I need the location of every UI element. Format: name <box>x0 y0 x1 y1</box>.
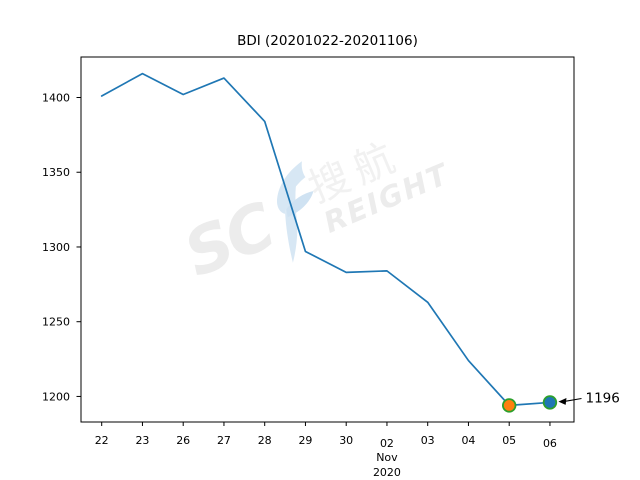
axes-layer: 1400 1350 1300 1250 1200 22 23 26 27 28 29 30 02 03 04… <box>42 56 575 479</box>
x-tick-label: 05 <box>502 434 516 447</box>
x-tick-label: 23 <box>135 434 149 447</box>
y-tick-label: 1300 <box>42 241 70 254</box>
x-tick-label: 28 <box>258 434 272 447</box>
x-tick-label: 30 <box>339 434 353 447</box>
y-tick-label: 1350 <box>42 166 70 179</box>
x-axis-month-label: Nov <box>376 451 398 464</box>
annotation-label: 1196 <box>586 391 620 407</box>
marker-layer <box>502 395 558 413</box>
x-tick-label: 06 <box>543 437 557 450</box>
latest-point-marker <box>542 395 558 410</box>
axes-spines <box>80 56 575 423</box>
x-tick-label: 04 <box>461 434 475 447</box>
bdi-line-series <box>100 72 551 407</box>
x-tick-label: 27 <box>217 434 231 447</box>
annotation-arrow-line <box>564 397 582 402</box>
x-tick-label: 29 <box>298 434 312 447</box>
x-tick-label: 22 <box>95 434 109 447</box>
y-tick-label: 1250 <box>42 316 70 329</box>
x-tick-label: 26 <box>176 434 190 447</box>
y-tick-label: 1400 <box>42 92 70 105</box>
x-tick-label: 03 <box>421 434 435 447</box>
annotation-1196: 1196 <box>558 391 620 407</box>
annotation-arrowhead-icon <box>558 398 567 405</box>
chart-title: BDI (20201022-20201106) <box>237 33 418 49</box>
lowest-point-marker <box>502 398 517 413</box>
x-axis-year-label: 2020 <box>373 466 401 479</box>
y-tick-label: 1200 <box>42 390 70 403</box>
x-tick-label: 02 <box>380 437 394 450</box>
